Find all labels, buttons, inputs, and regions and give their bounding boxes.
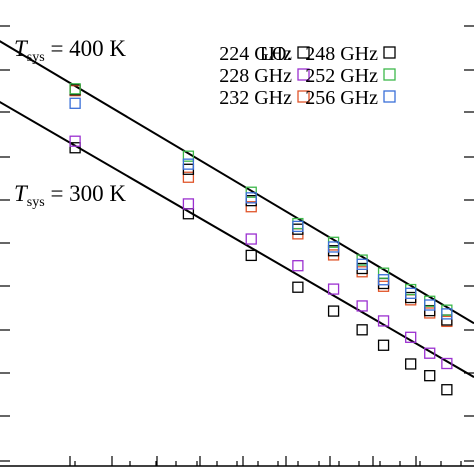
point-256-ghz: [182, 158, 195, 170]
point-228-ghz: [405, 331, 417, 343]
legend-label-248-ghz: 248 GHz: [305, 43, 378, 65]
point-256-ghz: [356, 258, 368, 270]
annotation-tsys-300: Tsys = 300 K: [14, 181, 126, 210]
point-228-ghz: [182, 198, 195, 210]
legend-marker-252-ghz: [383, 68, 396, 81]
legend-label-232-ghz: 232 GHz: [219, 87, 292, 109]
point-228-ghz: [69, 135, 81, 147]
point-256-ghz: [377, 274, 390, 286]
point-232-ghz: [356, 266, 368, 278]
point-224-ghz: [377, 339, 390, 351]
point-224-ghz: [292, 281, 304, 293]
plot-axes: [0, 25, 474, 467]
point-224-ghz: [356, 324, 368, 336]
data-points: [69, 83, 453, 396]
point-224-ghz: [424, 370, 436, 382]
legend-label-256-ghz: 256 GHz: [305, 87, 378, 109]
point-224-ghz: [441, 384, 453, 396]
point-232-ghz: [245, 201, 257, 213]
point-228-ghz: [424, 347, 436, 359]
legend-prefix: LO:: [260, 43, 292, 65]
point-228-ghz: [356, 300, 368, 312]
legend-marker-256-ghz: [383, 90, 396, 103]
annotation-tsys-400: Tsys = 400 K: [14, 36, 126, 65]
point-228-ghz: [327, 283, 340, 295]
fit-lines: [0, 40, 474, 378]
point-252-ghz: [377, 267, 390, 279]
point-256-ghz: [292, 220, 304, 233]
point-224-ghz: [69, 142, 81, 154]
point-256-ghz: [424, 299, 436, 311]
legend-marker-248-ghz: [383, 46, 396, 59]
legend-marker-224-ghz: [297, 46, 310, 59]
legend-label-252-ghz: 252 GHz: [305, 65, 378, 87]
point-256-ghz: [245, 192, 257, 204]
point-256-ghz: [441, 308, 453, 320]
point-228-ghz: [245, 233, 257, 245]
point-224-ghz: [405, 358, 417, 370]
legend-marker-232-ghz: [297, 90, 310, 103]
point-232-ghz: [182, 171, 195, 183]
point-256-ghz: [69, 97, 81, 109]
fit-line-tsys-300: [0, 100, 474, 378]
point-228-ghz: [292, 260, 304, 272]
point-256-ghz: [405, 287, 417, 299]
point-248-ghz: [377, 277, 390, 290]
legend-label-224-ghz: 224 GHz: [219, 43, 292, 65]
fit-line-tsys-400: [0, 40, 474, 325]
point-252-ghz: [69, 83, 81, 95]
point-252-ghz: [182, 150, 195, 162]
point-224-ghz: [327, 305, 340, 317]
legend-label-228-ghz: 228 GHz: [219, 65, 292, 87]
point-232-ghz: [377, 280, 390, 292]
point-224-ghz: [245, 249, 257, 262]
point-228-ghz: [377, 315, 390, 327]
point-232-ghz: [405, 294, 417, 306]
point-228-ghz: [441, 357, 453, 370]
legend-marker-228-ghz: [297, 68, 310, 81]
point-256-ghz: [327, 241, 340, 253]
